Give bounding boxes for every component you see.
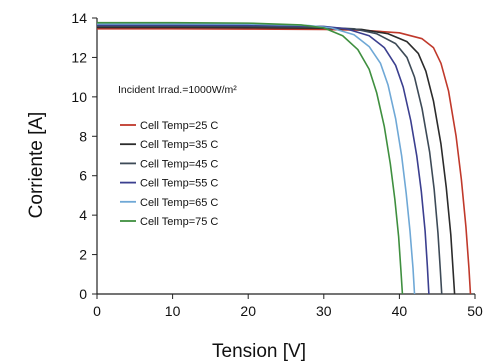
y-tick-label: 10 — [71, 89, 87, 105]
x-tick-label: 20 — [240, 303, 256, 319]
series-line-1 — [97, 28, 472, 295]
x-tick-label: 30 — [316, 303, 332, 319]
x-axis-title: Tension [V] — [212, 341, 306, 362]
legend-label: Cell Temp=45 C — [140, 158, 218, 170]
x-tick-label: 10 — [165, 303, 181, 319]
y-tick-label: 8 — [79, 128, 87, 144]
x-tick-label: 0 — [93, 303, 101, 319]
series-layer — [97, 21, 472, 295]
y-tick-label: 2 — [79, 247, 87, 263]
series-line-4 — [97, 24, 430, 295]
y-tick-label: 0 — [79, 286, 87, 302]
legend-label: Cell Temp=65 C — [140, 197, 218, 209]
legend-label: Cell Temp=35 C — [140, 139, 218, 151]
legend-label: Cell Temp=55 C — [140, 178, 218, 190]
tick-layer: 0 10 20 30 40 50 0 2 4 6 8 10 12 14 — [71, 10, 483, 319]
series-line-3 — [97, 25, 443, 295]
y-tick-label: 6 — [79, 168, 87, 184]
y-tick-label: 12 — [71, 49, 87, 65]
y-axis-title: Corriente [A] — [26, 112, 47, 219]
legend: Cell Temp=25 C Cell Temp=35 C Cell Temp=45… — [120, 120, 218, 228]
y-tick-label: 4 — [79, 207, 87, 223]
plot-area — [96, 18, 475, 295]
irradiance-annotation: Incident Irrad.=1000W/m² — [118, 84, 237, 96]
series-line-2 — [97, 26, 456, 295]
x-tick-label: 40 — [392, 303, 408, 319]
legend-label: Cell Temp=75 C — [140, 216, 218, 228]
x-tick-label: 50 — [467, 303, 483, 319]
y-tick-label: 14 — [71, 10, 87, 26]
series-line-6 — [97, 21, 404, 295]
legend-label: Cell Temp=25 C — [140, 120, 218, 132]
